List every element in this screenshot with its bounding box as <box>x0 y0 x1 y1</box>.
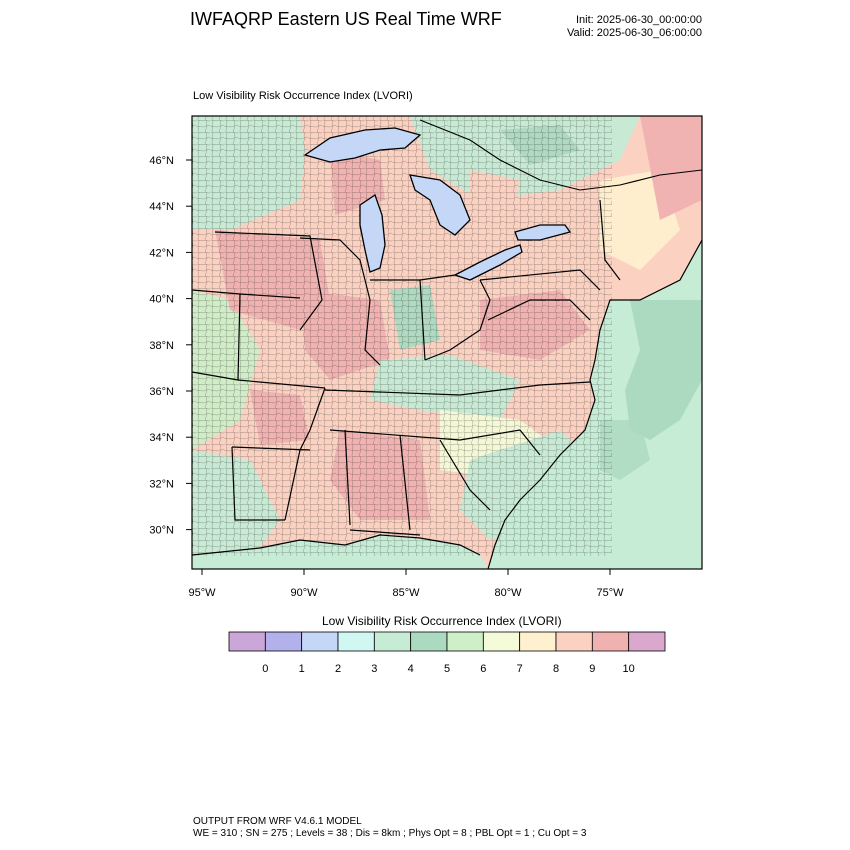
lat-label: 38°N <box>149 340 174 352</box>
lat-label: 42°N <box>149 247 174 259</box>
lat-label: 36°N <box>149 386 174 398</box>
colorbar-swatch <box>264 631 303 652</box>
lat-label: 44°N <box>149 201 174 213</box>
field-title: Low Visibility Risk Occurrence Index (LV… <box>193 90 413 102</box>
lake-erie <box>453 244 523 281</box>
lon-label: 85°W <box>392 587 420 599</box>
map-frame <box>191 115 703 570</box>
lat-label: 46°N <box>149 155 174 167</box>
main-title: IWFAQRP Eastern US Real Time WRF <box>190 9 502 29</box>
lat-label: 30°N <box>149 525 174 537</box>
lake-ontario <box>514 224 572 241</box>
longitude-axis: 95°W 90°W 85°W 80°W 75°W <box>188 569 624 599</box>
colorbar-swatch <box>228 631 266 652</box>
lat-label: 32°N <box>149 478 174 490</box>
colorbar-swatch <box>446 631 484 652</box>
east-coastline <box>487 239 702 569</box>
great-lakes <box>303 127 572 281</box>
canada-border <box>419 119 702 191</box>
colorbar-label: 6 <box>480 663 487 675</box>
colorbar <box>228 631 666 652</box>
lake-michigan <box>359 193 386 273</box>
gulf-coastline <box>192 534 481 556</box>
colorbar-label: 3 <box>371 663 378 675</box>
latitude-axis: 46°N 44°N 42°N 40°N 38°N 36°N 34°N 32°N 30°N <box>149 155 192 537</box>
lake-huron <box>409 174 471 236</box>
ocean-shade <box>625 300 702 440</box>
map-plot-area <box>192 116 702 569</box>
lon-label: 95°W <box>188 587 216 599</box>
footer-model-line: OUTPUT FROM WRF V4.6.1 MODEL <box>193 816 362 827</box>
colorbar-label: 5 <box>443 663 451 675</box>
lon-label: 90°W <box>290 587 318 599</box>
colorbar-label: 7 <box>516 663 523 675</box>
valid-time: Valid: 2025-06-30_06:00:00 <box>567 27 702 39</box>
colorbar-swatch <box>301 631 339 652</box>
colorbar-label: 9 <box>589 663 596 675</box>
init-time: Init: 2025-06-30_00:00:00 <box>576 14 702 26</box>
colorbar-swatch <box>337 631 375 652</box>
lat-label: 34°N <box>149 432 174 444</box>
colorbar-swatch <box>555 631 593 652</box>
colorbar-label: 2 <box>334 663 342 675</box>
colorbar-swatch <box>519 631 557 652</box>
colorbar-label: 8 <box>552 663 560 675</box>
lake-superior <box>303 127 422 163</box>
footer-config-line: WE = 310 ; SN = 275 ; Levels = 38 ; Dis … <box>193 828 587 839</box>
colorbar-swatch <box>373 631 412 652</box>
colorbar-swatch <box>410 631 448 652</box>
colorbar-swatch <box>482 631 521 652</box>
lon-label: 80°W <box>494 587 522 599</box>
county-lines <box>192 116 612 556</box>
colorbar-label: 4 <box>407 663 414 675</box>
colorbar-swatch <box>628 631 666 652</box>
colorbar-label: 0 <box>262 663 269 675</box>
colorbar-title: Low Visibility Risk Occurrence Index (LV… <box>322 614 562 628</box>
state-borders <box>192 199 621 536</box>
colorbar-label: 1 <box>298 663 305 675</box>
colorbar-swatch <box>591 631 630 652</box>
lon-label: 75°W <box>596 587 624 599</box>
colorbar-label: 10 <box>622 663 635 675</box>
lat-label: 40°N <box>149 294 174 306</box>
